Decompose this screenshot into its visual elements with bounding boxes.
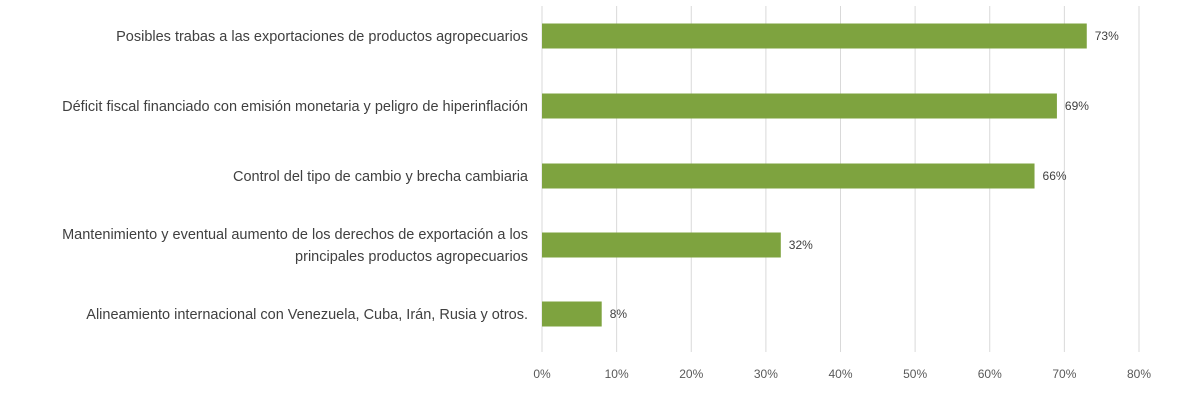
data-label: 32% [789,238,813,252]
data-label: 69% [1065,99,1089,113]
category-label: Posibles trabas a las exportaciones de p… [116,29,528,45]
category-label: principales productos agropecuarios [295,249,528,265]
category-label: Mantenimiento y eventual aumento de los … [62,227,528,243]
data-label: 8% [610,307,628,321]
x-tick-label: 50% [903,367,927,381]
bar [542,232,781,258]
bar [542,23,1087,49]
category-label: Control del tipo de cambio y brecha camb… [233,169,529,185]
x-tick-label: 80% [1127,367,1151,381]
x-axis-ticks: 0% 10% 20% 30% 40% 50% 60% 70% 80% [533,367,1151,381]
x-tick-label: 30% [754,367,778,381]
x-tick-label: 70% [1052,367,1076,381]
x-tick-label: 40% [828,367,852,381]
category-label: Déficit fiscal financiado con emisión mo… [62,99,528,115]
data-label: 73% [1095,29,1119,43]
bar [542,93,1057,119]
category-labels: Posibles trabas a las exportaciones de p… [62,29,529,323]
data-label: 66% [1043,169,1067,183]
category-label: Alineamiento internacional con Venezuela… [86,307,528,323]
bars [542,23,1087,327]
bar [542,163,1035,189]
x-tick-label: 10% [605,367,629,381]
x-tick-label: 60% [978,367,1002,381]
data-labels: 73% 69% 66% 32% 8% [610,29,1119,321]
bar [542,301,602,327]
x-tick-label: 20% [679,367,703,381]
x-tick-label: 0% [533,367,551,381]
